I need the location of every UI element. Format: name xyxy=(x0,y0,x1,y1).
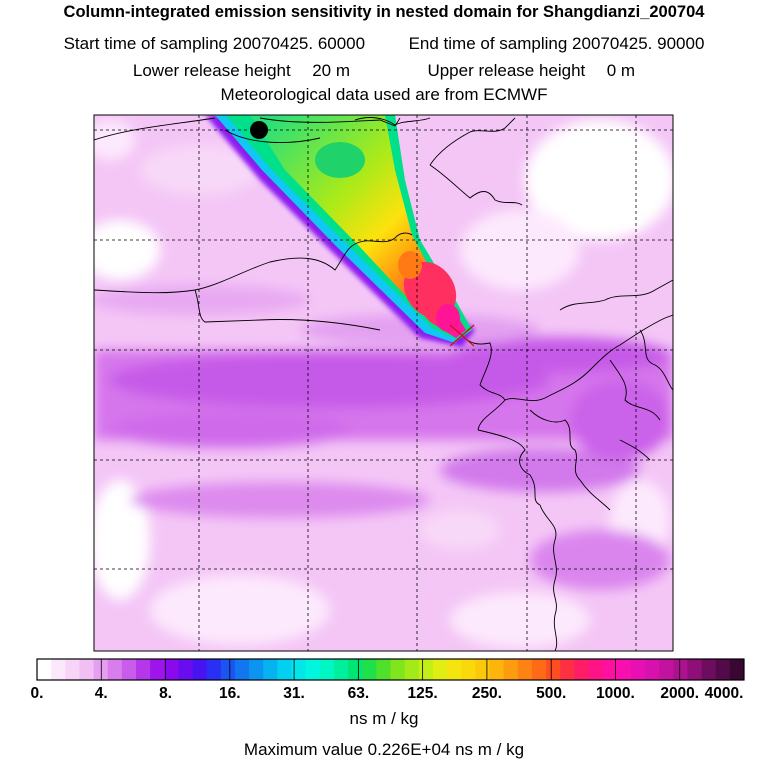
plume-orange-patch xyxy=(398,251,422,279)
particle-position-dot xyxy=(250,121,268,139)
colorbar-swatch xyxy=(602,659,618,680)
colorbar-swatch xyxy=(475,659,490,680)
colorbar-swatch xyxy=(220,659,236,680)
colorbar-swatch xyxy=(348,659,363,680)
colorbar-swatch xyxy=(489,659,505,680)
colorbar-unit: ns m / kg xyxy=(349,709,419,728)
colorbar-swatch xyxy=(79,659,94,680)
colorbar-tick-label: 16. xyxy=(219,685,241,702)
colorbar-swatch xyxy=(687,659,702,680)
colorbar-swatch xyxy=(150,659,165,680)
start-time-value: 20070425. 60000 xyxy=(232,34,366,53)
colorbar-swatch xyxy=(701,659,717,680)
colorbar-swatch xyxy=(376,659,391,680)
colorbar-swatch xyxy=(673,659,688,680)
plume-green-patch xyxy=(315,142,365,178)
colorbar-swatch xyxy=(107,659,123,680)
lower-height-value: 20 m xyxy=(312,61,350,80)
colorbar-swatch xyxy=(574,659,589,680)
colorbar-swatch xyxy=(333,659,349,680)
upper-height-value: 0 m xyxy=(606,61,636,80)
colorbar-swatch xyxy=(65,659,80,680)
colorbar-swatch xyxy=(249,659,264,680)
colorbar-swatch xyxy=(404,659,420,680)
map-title: Column-integrated emission sensitivity i… xyxy=(63,3,705,21)
colorbar-swatch xyxy=(164,659,179,680)
colorbar-tick-label: 250. xyxy=(471,685,502,702)
colorbar-tick-label: 4. xyxy=(94,685,108,702)
colorbar-tick-label: 4000. xyxy=(704,685,744,702)
colorbar-swatch xyxy=(121,659,137,680)
colorbar-tick-label: 500. xyxy=(536,685,567,702)
colorbar-swatch xyxy=(659,659,674,680)
start-time-label: Start time of sampling xyxy=(63,34,228,53)
met-data-line: Meteorological data used are from ECMWF xyxy=(220,85,548,104)
colorbar-swatch xyxy=(319,659,335,680)
colorbar-swatch xyxy=(390,659,406,680)
colorbar-swatch xyxy=(715,659,731,680)
colorbar-swatch xyxy=(135,659,151,680)
colorbar-swatch xyxy=(263,659,278,680)
colorbar-swatch xyxy=(192,659,208,680)
colorbar-swatch xyxy=(630,659,646,680)
colorbar-swatch xyxy=(206,659,222,680)
colorbar-tick-label: 125. xyxy=(407,685,438,702)
field-shading xyxy=(94,120,673,648)
map-frame xyxy=(93,114,674,652)
plume-peak xyxy=(436,304,460,332)
lower-height-label: Lower release height xyxy=(132,61,291,80)
colorbar-swatch xyxy=(277,659,292,680)
colorbar-swatch xyxy=(546,659,561,680)
coastlines xyxy=(94,117,673,651)
colorbar-swatch xyxy=(517,659,533,680)
colorbar-swatch xyxy=(178,659,193,680)
colorbar-swatch xyxy=(418,659,434,680)
colorbar-swatch xyxy=(362,659,377,680)
end-time-value: 20070425. 90000 xyxy=(572,34,705,53)
colorbar-swatch xyxy=(461,659,476,680)
colorbar-swatch xyxy=(560,659,575,680)
colorbar-tick-label: 2000. xyxy=(660,685,700,702)
sampling-time-line: Start time of sampling 20070425. 60000 E… xyxy=(0,34,768,54)
colorbar xyxy=(36,659,745,680)
colorbar-swatch xyxy=(51,659,66,680)
colorbar-swatch xyxy=(93,659,109,680)
colorbar-swatch xyxy=(531,659,547,680)
colorbar-swatch xyxy=(305,659,321,680)
colorbar-tick-label: 8. xyxy=(159,685,172,702)
colorbar-swatch xyxy=(616,659,632,680)
colorbar-swatch xyxy=(37,659,52,680)
colorbar-swatch xyxy=(291,659,307,680)
colorbar-swatch xyxy=(588,659,603,680)
colorbar-tick-label: 31. xyxy=(283,685,305,702)
upper-height-label: Upper release height xyxy=(427,61,586,80)
colorbar-swatch xyxy=(729,659,745,680)
colorbar-swatch xyxy=(234,659,250,680)
colorbar-frame xyxy=(36,658,745,681)
colorbar-swatch xyxy=(645,659,660,680)
end-time-label: End time of sampling xyxy=(408,34,568,53)
grid-lines xyxy=(94,115,673,651)
release-height-line: Lower release height 20 m Upper release … xyxy=(0,61,768,81)
max-value-text: Maximum value 0.226E+04 ns m / kg xyxy=(243,740,525,759)
receptor-x-marker xyxy=(449,324,475,347)
sensitivity-field xyxy=(94,115,673,651)
colorbar-swatch xyxy=(503,659,519,680)
colorbar-swatch xyxy=(432,659,448,680)
colorbar-swatch xyxy=(447,659,462,680)
colorbar-tick-label: 0. xyxy=(30,685,44,702)
colorbar-tick-label: 1000. xyxy=(596,685,635,702)
colorbar-tick-label: 63. xyxy=(347,685,370,702)
